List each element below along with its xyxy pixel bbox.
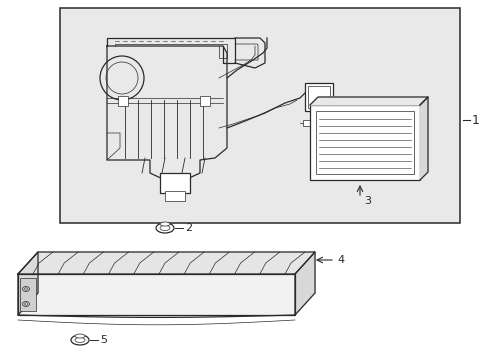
Text: 2: 2 (184, 223, 192, 233)
Polygon shape (309, 97, 427, 105)
Bar (20, 278, 36, 311)
Polygon shape (18, 274, 294, 315)
Text: 5: 5 (100, 335, 107, 345)
Text: 4: 4 (336, 255, 344, 265)
Bar (164, 191, 184, 201)
Bar (60, 8, 459, 223)
Bar (118, 96, 128, 106)
Text: 3: 3 (363, 196, 370, 206)
Polygon shape (294, 252, 314, 315)
Ellipse shape (160, 222, 170, 226)
FancyBboxPatch shape (309, 105, 419, 180)
Bar (303, 120, 310, 126)
Bar (160, 173, 190, 193)
Polygon shape (18, 252, 38, 315)
Text: 1: 1 (471, 113, 479, 126)
Bar (305, 83, 332, 111)
Bar (200, 96, 209, 106)
Ellipse shape (75, 334, 85, 338)
Bar (307, 86, 329, 108)
Polygon shape (419, 97, 427, 180)
FancyBboxPatch shape (315, 111, 413, 174)
Polygon shape (18, 252, 314, 274)
